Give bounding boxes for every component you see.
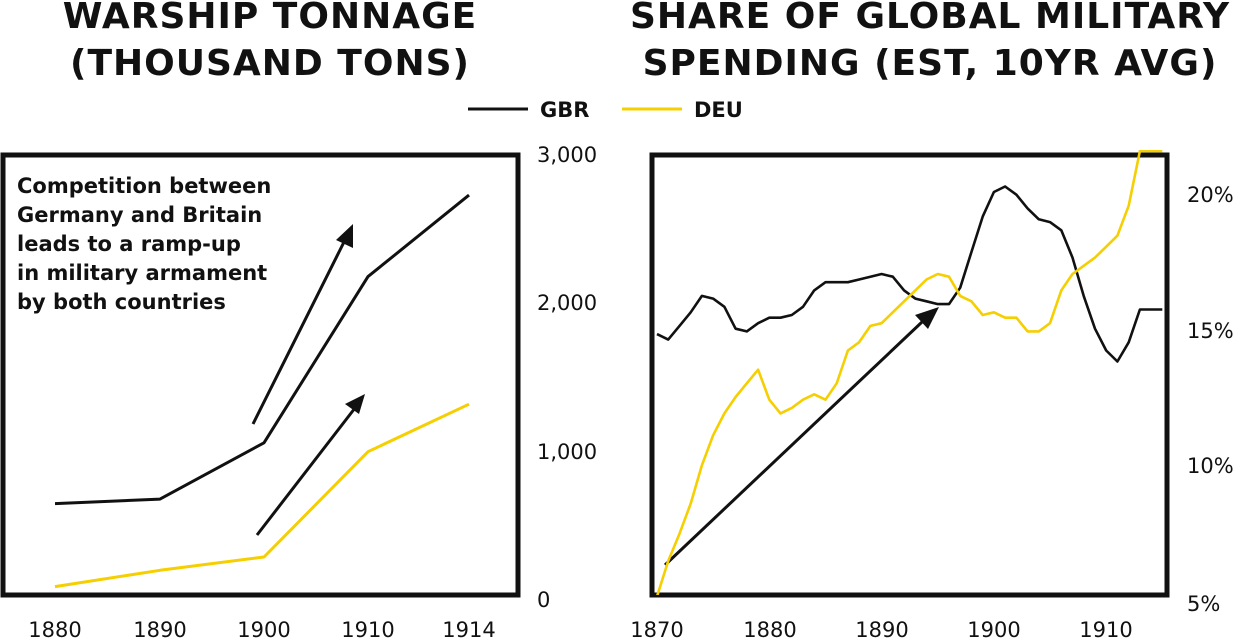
- legend: GBR DEU: [468, 98, 743, 122]
- annotation-line: in military armament: [17, 261, 267, 285]
- chart2-frame: [649, 152, 1170, 598]
- chart1-y-tick: 0: [537, 588, 550, 612]
- chart1-annotation: Competition between Germany and Britain …: [17, 174, 271, 314]
- chart2-x-tick: 1880: [743, 618, 796, 639]
- chart1-x-tick: 1914: [442, 618, 495, 639]
- chart1-y-axis: 0 1,000 2,000 3,000: [537, 143, 597, 612]
- chart2-x-tick: 1910: [1079, 618, 1132, 639]
- chart2-title-line1: SHARE OF GLOBAL MILITARY: [630, 0, 1230, 37]
- chart2-x-axis: 1870 1880 1890 1900 1910: [630, 618, 1132, 639]
- arrow-upper-head: [336, 224, 353, 248]
- annotation-line: Germany and Britain: [17, 203, 262, 227]
- chart1-y-tick: 2,000: [537, 291, 597, 315]
- legend-label-gbr: GBR: [540, 98, 589, 122]
- chart2-y-axis: 5% 10% 15% 20%: [1187, 183, 1234, 616]
- chart2-series-deu-line: [656, 150, 1163, 595]
- chart1-frame: [0, 152, 521, 598]
- chart1-x-tick: 1880: [28, 618, 81, 639]
- chart2-y-tick: 20%: [1187, 183, 1234, 207]
- arrow-head: [915, 307, 939, 329]
- arrow-lower-head: [345, 394, 365, 414]
- annotation-line: leads to a ramp-up: [17, 232, 241, 256]
- arrow-upper-shaft: [251, 239, 347, 425]
- annotation-line: by both countries: [17, 290, 226, 314]
- chart1-title-line2: (THOUSAND TONS): [70, 43, 470, 84]
- chart1-x-tick: 1890: [133, 618, 186, 639]
- chart1-x-axis: 1880 1890 1900 1910 1914: [28, 618, 495, 639]
- chart1-y-tick: 3,000: [537, 143, 597, 167]
- chart1-arrows: [251, 224, 365, 536]
- chart2-arrow: [663, 307, 939, 567]
- chart2-x-tick: 1900: [967, 618, 1020, 639]
- chart1-x-tick: 1910: [341, 618, 394, 639]
- chart1-series-gbr-line: [54, 193, 470, 506]
- chart1-series-deu-line: [54, 402, 470, 589]
- legend-label-deu: DEU: [694, 98, 743, 122]
- chart2-y-tick: 15%: [1187, 319, 1234, 343]
- arrow-shaft: [663, 320, 924, 567]
- chart2-title-line2: SPENDING (EST, 10YR AVG): [643, 43, 1218, 84]
- arrow-lower-shaft: [255, 407, 357, 536]
- chart1-title-line1: WARSHIP TONNAGE: [63, 0, 477, 37]
- chart2-x-tick: 1890: [855, 618, 908, 639]
- chart1-y-tick: 1,000: [537, 440, 597, 464]
- chart2-y-tick: 10%: [1187, 454, 1234, 478]
- annotation-line: Competition between: [17, 174, 271, 198]
- chart2-x-tick: 1870: [630, 618, 683, 639]
- chart2-y-tick: 5%: [1187, 592, 1220, 616]
- chart1-x-tick: 1900: [237, 618, 290, 639]
